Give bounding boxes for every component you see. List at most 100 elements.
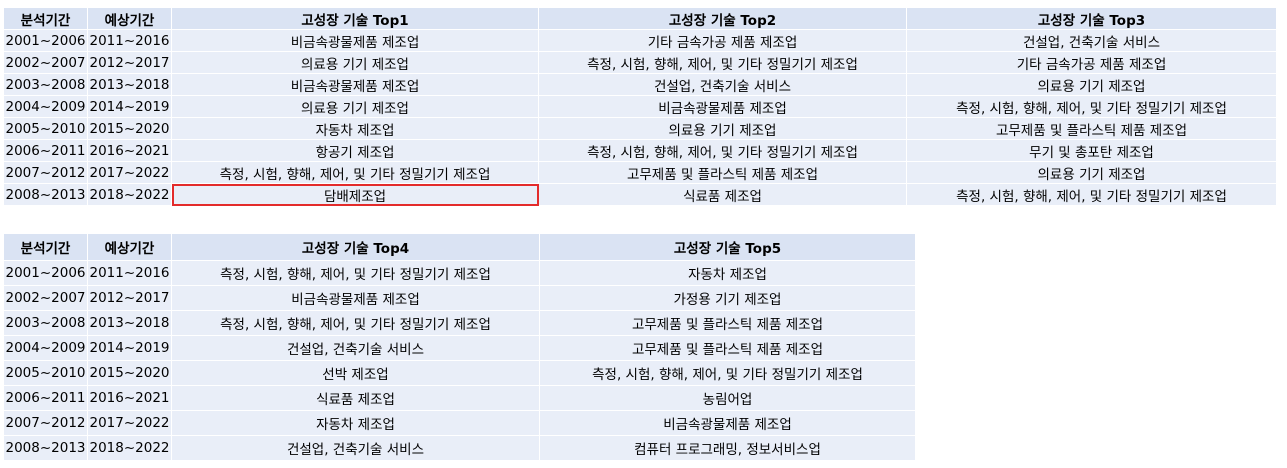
table-row: 2005~2010 2015~2020 선박 제조업 측정, 시험, 향해, 제… [3, 360, 916, 386]
table-header-row: 분석기간 예상기간 고성장 기술 Top4 고성장 기술 Top5 [3, 233, 916, 261]
header-top3: 고성장 기술 Top3 [906, 7, 1277, 30]
top3-cell: 고무제품 및 플라스틱 제품 제조업 [906, 117, 1277, 140]
top4-cell: 측정, 시험, 향해, 제어, 및 기타 정밀기기 제조업 [171, 310, 540, 336]
top3-cell: 건설업, 건축기술 서비스 [906, 29, 1277, 52]
top5-cell: 비금속광물제품 제조업 [539, 410, 916, 436]
top3-cell: 의료용 기기 제조업 [906, 73, 1277, 96]
table-row: 2007~2012 2017~2022 측정, 시험, 향해, 제어, 및 기타… [3, 161, 1277, 184]
top1-cell: 의료용 기기 제조업 [171, 95, 539, 118]
forecast-period-cell: 2011~2016 [87, 260, 172, 286]
top5-cell: 고무제품 및 플라스틱 제품 제조업 [539, 310, 916, 336]
top2-cell: 기타 금속가공 제품 제조업 [538, 29, 907, 52]
top2-cell: 고무제품 및 플라스틱 제품 제조업 [538, 161, 907, 184]
top4-cell: 건설업, 건축기술 서비스 [171, 435, 540, 461]
table-row: 2005~2010 2015~2020 자동차 제조업 의료용 기기 제조업 고… [3, 117, 1277, 140]
header-analysis-period: 분석기간 [3, 7, 88, 30]
forecast-period-cell: 2011~2016 [87, 29, 172, 52]
analysis-period-cell: 2005~2010 [3, 117, 88, 140]
header-top5: 고성장 기술 Top5 [539, 233, 916, 261]
forecast-period-cell: 2013~2018 [87, 73, 172, 96]
table-row: 2008~2013 2018~2022 담배제조업 식료품 제조업 측정, 시험… [3, 183, 1277, 206]
forecast-period-cell: 2014~2019 [87, 335, 172, 361]
top2-cell: 측정, 시험, 향해, 제어, 및 기타 정밀기기 제조업 [538, 139, 907, 162]
analysis-period-cell: 2002~2007 [3, 51, 88, 74]
top3-cell: 의료용 기기 제조업 [906, 161, 1277, 184]
top4-cell: 건설업, 건축기술 서비스 [171, 335, 540, 361]
top2-cell: 측정, 시험, 향해, 제어, 및 기타 정밀기기 제조업 [538, 51, 907, 74]
header-forecast-period: 예상기간 [87, 7, 172, 30]
top4-cell: 측정, 시험, 향해, 제어, 및 기타 정밀기기 제조업 [171, 260, 540, 286]
header-top2: 고성장 기술 Top2 [538, 7, 907, 30]
top5-cell: 자동차 제조업 [539, 260, 916, 286]
analysis-period-cell: 2004~2009 [3, 335, 88, 361]
top2-cell: 비금속광물제품 제조업 [538, 95, 907, 118]
table-row: 2008~2013 2018~2022 건설업, 건축기술 서비스 컴퓨터 프로… [3, 435, 916, 461]
table-row: 2002~2007 2012~2017 비금속광물제품 제조업 가정용 기기 제… [3, 285, 916, 311]
top123-table: 분석기간 예상기간 고성장 기술 Top1 고성장 기술 Top2 고성장 기술… [3, 7, 1277, 206]
top4-cell: 선박 제조업 [171, 360, 540, 386]
table-row: 2006~2011 2016~2021 식료품 제조업 농림어업 [3, 385, 916, 411]
table-row: 2002~2007 2012~2017 의료용 기기 제조업 측정, 시험, 향… [3, 51, 1277, 74]
analysis-period-cell: 2003~2008 [3, 73, 88, 96]
top5-cell: 가정용 기기 제조업 [539, 285, 916, 311]
top1-cell: 비금속광물제품 제조업 [171, 73, 539, 96]
top3-cell: 측정, 시험, 향해, 제어, 및 기타 정밀기기 제조업 [906, 95, 1277, 118]
top4-cell: 식료품 제조업 [171, 385, 540, 411]
analysis-period-cell: 2003~2008 [3, 310, 88, 336]
analysis-period-cell: 2004~2009 [3, 95, 88, 118]
header-analysis-period: 분석기간 [3, 233, 88, 261]
top3-cell: 기타 금속가공 제품 제조업 [906, 51, 1277, 74]
forecast-period-cell: 2017~2022 [87, 161, 172, 184]
top2-cell: 의료용 기기 제조업 [538, 117, 907, 140]
top5-cell: 농림어업 [539, 385, 916, 411]
top4-cell: 자동차 제조업 [171, 410, 540, 436]
analysis-period-cell: 2007~2012 [3, 161, 88, 184]
top3-cell: 무기 및 총포탄 제조업 [906, 139, 1277, 162]
forecast-period-cell: 2018~2022 [87, 183, 172, 206]
table-row: 2004~2009 2014~2019 건설업, 건축기술 서비스 고무제품 및… [3, 335, 916, 361]
table-header-row: 분석기간 예상기간 고성장 기술 Top1 고성장 기술 Top2 고성장 기술… [3, 7, 1277, 30]
forecast-period-cell: 2014~2019 [87, 95, 172, 118]
forecast-period-cell: 2012~2017 [87, 285, 172, 311]
forecast-period-cell: 2017~2022 [87, 410, 172, 436]
analysis-period-cell: 2005~2010 [3, 360, 88, 386]
table-row: 2001~2006 2011~2016 비금속광물제품 제조업 기타 금속가공 … [3, 29, 1277, 52]
top1-cell: 측정, 시험, 향해, 제어, 및 기타 정밀기기 제조업 [171, 161, 539, 184]
table-row: 2004~2009 2014~2019 의료용 기기 제조업 비금속광물제품 제… [3, 95, 1277, 118]
top5-cell: 컴퓨터 프로그래밍, 정보서비스업 [539, 435, 916, 461]
top5-cell: 고무제품 및 플라스틱 제품 제조업 [539, 335, 916, 361]
top1-cell: 의료용 기기 제조업 [171, 51, 539, 74]
highlighted-top1-cell: 담배제조업 [171, 183, 539, 206]
forecast-period-cell: 2013~2018 [87, 310, 172, 336]
header-forecast-period: 예상기간 [87, 233, 172, 261]
analysis-period-cell: 2002~2007 [3, 285, 88, 311]
table-row: 2003~2008 2013~2018 측정, 시험, 향해, 제어, 및 기타… [3, 310, 916, 336]
top1-cell: 항공기 제조업 [171, 139, 539, 162]
header-top4: 고성장 기술 Top4 [171, 233, 540, 261]
table-row: 2001~2006 2011~2016 측정, 시험, 향해, 제어, 및 기타… [3, 260, 916, 286]
analysis-period-cell: 2006~2011 [3, 139, 88, 162]
forecast-period-cell: 2015~2020 [87, 117, 172, 140]
analysis-period-cell: 2001~2006 [3, 29, 88, 52]
top2-cell: 건설업, 건축기술 서비스 [538, 73, 907, 96]
top45-table: 분석기간 예상기간 고성장 기술 Top4 고성장 기술 Top5 2001~2… [3, 233, 916, 461]
table-row: 2003~2008 2013~2018 비금속광물제품 제조업 건설업, 건축기… [3, 73, 1277, 96]
forecast-period-cell: 2015~2020 [87, 360, 172, 386]
forecast-period-cell: 2012~2017 [87, 51, 172, 74]
analysis-period-cell: 2008~2013 [3, 183, 88, 206]
forecast-period-cell: 2016~2021 [87, 139, 172, 162]
analysis-period-cell: 2008~2013 [3, 435, 88, 461]
table-row: 2006~2011 2016~2021 항공기 제조업 측정, 시험, 향해, … [3, 139, 1277, 162]
top1-cell: 비금속광물제품 제조업 [171, 29, 539, 52]
top5-cell: 측정, 시험, 향해, 제어, 및 기타 정밀기기 제조업 [539, 360, 916, 386]
header-top1: 고성장 기술 Top1 [171, 7, 539, 30]
forecast-period-cell: 2016~2021 [87, 385, 172, 411]
top3-cell: 측정, 시험, 향해, 제어, 및 기타 정밀기기 제조업 [906, 183, 1277, 206]
top4-cell: 비금속광물제품 제조업 [171, 285, 540, 311]
table-row: 2007~2012 2017~2022 자동차 제조업 비금속광물제품 제조업 [3, 410, 916, 436]
top1-cell: 자동차 제조업 [171, 117, 539, 140]
forecast-period-cell: 2018~2022 [87, 435, 172, 461]
top2-cell: 식료품 제조업 [538, 183, 907, 206]
analysis-period-cell: 2007~2012 [3, 410, 88, 436]
analysis-period-cell: 2001~2006 [3, 260, 88, 286]
